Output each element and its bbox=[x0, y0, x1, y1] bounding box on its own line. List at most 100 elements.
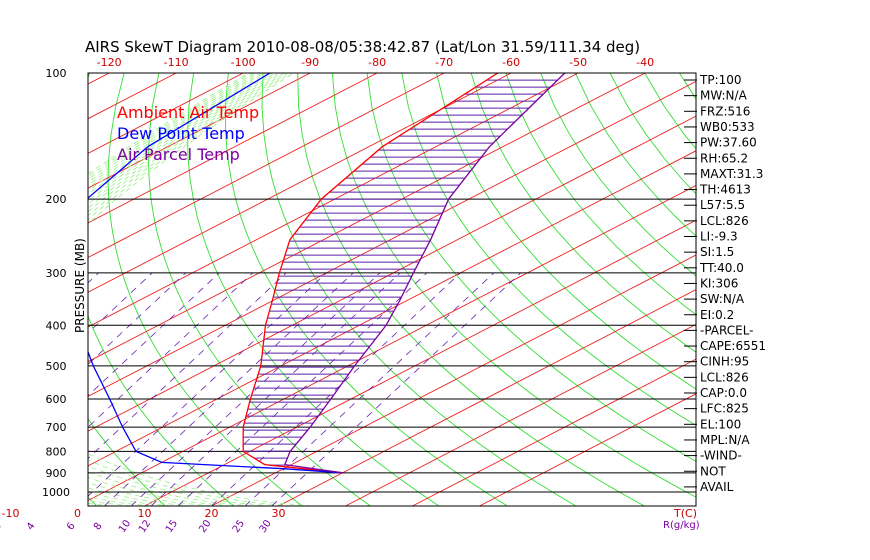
dry-adiabat-line bbox=[261, 73, 577, 506]
dry-adiabat-line bbox=[187, 73, 440, 506]
pressure-tick-label: 600 bbox=[46, 393, 67, 406]
panel-entry: CAP:0.0 bbox=[700, 386, 747, 400]
isotherm-line bbox=[345, 323, 696, 506]
top-tick-label: -120 bbox=[97, 56, 122, 69]
dry-adiabat-line bbox=[107, 73, 303, 506]
mixing-ratio-tick-label: 10 bbox=[117, 518, 133, 535]
legend-ambient-air-temp: Ambient Air Temp bbox=[117, 103, 259, 122]
panel-entry: KI:306 bbox=[700, 276, 738, 290]
dry-adiabat-line bbox=[818, 73, 870, 506]
top-tick-label: -50 bbox=[569, 56, 587, 69]
top-tick-label: -90 bbox=[301, 56, 319, 69]
legend: Ambient Air Temp Dew Point Temp Air Parc… bbox=[117, 103, 259, 164]
mixing-ratio-line bbox=[88, 272, 186, 365]
isotherm-line bbox=[88, 73, 378, 224]
dry-adiabat-line bbox=[401, 73, 696, 426]
dry-adiabat-line bbox=[853, 73, 870, 506]
mixing-ratio-tick-label: 8 bbox=[92, 521, 105, 533]
isotherm-line bbox=[144, 219, 696, 506]
chart-title: AIRS SkewT Diagram 2010-08-08/05:38:42.8… bbox=[85, 38, 640, 56]
panel-entry: LCL:826 bbox=[700, 214, 749, 228]
isotherm-line bbox=[88, 73, 445, 259]
pressure-tick-label: 1000 bbox=[42, 486, 70, 499]
pressure-tick-label: 300 bbox=[46, 267, 67, 280]
panel-entry: MW:N/A bbox=[700, 89, 748, 103]
dry-adiabat-line bbox=[366, 73, 696, 462]
pressure-tick-label: 200 bbox=[46, 193, 67, 206]
panel-entry: -WIND- bbox=[700, 449, 742, 463]
cape-hatch bbox=[243, 79, 558, 466]
bottom-tick-label: 20 bbox=[204, 507, 218, 520]
dry-adiabat-line bbox=[331, 73, 696, 498]
pressure-tick-label: 500 bbox=[46, 360, 67, 373]
panel-entry: MAXT:31.3 bbox=[700, 167, 763, 181]
legend-air-parcel-temp: Air Parcel Temp bbox=[117, 145, 240, 164]
isobars bbox=[88, 73, 696, 493]
dry-adiabat-line bbox=[505, 73, 696, 316]
top-tick-label: -100 bbox=[231, 56, 256, 69]
panel-entry: L57:5.5 bbox=[700, 198, 745, 212]
mixing-ratio-tick-label: 4 bbox=[25, 521, 38, 533]
mixing-ratio-tick-label: 15 bbox=[164, 518, 180, 535]
dry-adiabat-line bbox=[784, 73, 870, 506]
panel-entry: WB0:533 bbox=[700, 120, 755, 134]
plot-area bbox=[0, 73, 870, 506]
top-tick-label: -40 bbox=[636, 56, 654, 69]
panel-entry: EL:100 bbox=[700, 417, 741, 431]
bottom-tick-label: 30 bbox=[271, 507, 285, 520]
panel-entry: AVAIL bbox=[700, 480, 734, 494]
panel-entry: NOT bbox=[700, 464, 726, 478]
isotherm-line bbox=[0, 73, 42, 506]
panel-entry: LFC:825 bbox=[700, 402, 749, 416]
legend-dew-point-temp: Dew Point Temp bbox=[117, 124, 245, 143]
panel-entry: CINH:95 bbox=[700, 355, 749, 369]
mixing-ratio-line bbox=[88, 272, 287, 460]
plot-frame bbox=[87, 72, 697, 507]
pressure-tick-label: 400 bbox=[46, 319, 67, 332]
dry-adiabat-line bbox=[470, 73, 696, 353]
isotherm-line bbox=[88, 73, 244, 154]
panel-entry: TT:40.0 bbox=[699, 261, 744, 275]
panel-entry: FRZ:516 bbox=[700, 104, 750, 118]
dry-adiabat-line bbox=[88, 73, 234, 506]
top-temperature-axis: -120 -110 -100 -90 -80 -70 -60 -50 -40 bbox=[97, 56, 654, 69]
mixing-ratio-line bbox=[88, 272, 327, 497]
bottom-tick-label: -10 bbox=[1, 507, 19, 520]
isotherm-line bbox=[88, 73, 579, 328]
isotherms bbox=[0, 73, 696, 506]
y-axis-label: PRESSURE (MB) bbox=[73, 238, 87, 333]
dry-adiabat-line bbox=[225, 73, 508, 506]
mixing-ratio-line bbox=[0, 273, 25, 506]
series-line-air-parcel-temp bbox=[283, 73, 566, 474]
isotherm-line bbox=[88, 73, 512, 293]
moist-adiabat-line bbox=[88, 73, 285, 506]
dry-adiabat-line bbox=[749, 73, 870, 506]
panel-entry: PW:37.60 bbox=[700, 136, 757, 150]
mixing-ratio-line bbox=[88, 272, 253, 428]
isotherm-line bbox=[88, 73, 646, 363]
panel-entry: SW:N/A bbox=[700, 292, 745, 306]
moist-adiabats bbox=[88, 73, 313, 506]
x-axis-label: T(C) bbox=[673, 507, 697, 520]
mixing-ratio-line bbox=[150, 272, 401, 506]
panel-entry: EI:0.2 bbox=[700, 308, 734, 322]
panel-entry: RH:65.2 bbox=[700, 151, 748, 165]
dry-adiabat-line bbox=[147, 73, 371, 506]
top-tick-label: -60 bbox=[502, 56, 520, 69]
mixing-ratio-line bbox=[271, 272, 521, 506]
panel-entry: CAPE:6551 bbox=[700, 339, 766, 353]
isotherm-line bbox=[88, 80, 696, 397]
isotherm-line bbox=[88, 115, 696, 432]
mixing-ratio-tick-label: 20 bbox=[197, 518, 213, 535]
panel-entry: LCL:826 bbox=[700, 370, 749, 384]
mixing-ratio-label: R(g/kg) bbox=[663, 520, 700, 531]
series-line-ambient-air-temp bbox=[242, 73, 499, 474]
pressure-tick-label: 800 bbox=[46, 445, 67, 458]
isotherm-line bbox=[278, 289, 696, 506]
bottom-tick-label: 10 bbox=[137, 507, 151, 520]
dry-adiabat-line bbox=[644, 73, 696, 150]
pressure-tick-label: 700 bbox=[46, 421, 67, 434]
mixing-ratio-tick-label: 30 bbox=[258, 518, 274, 535]
